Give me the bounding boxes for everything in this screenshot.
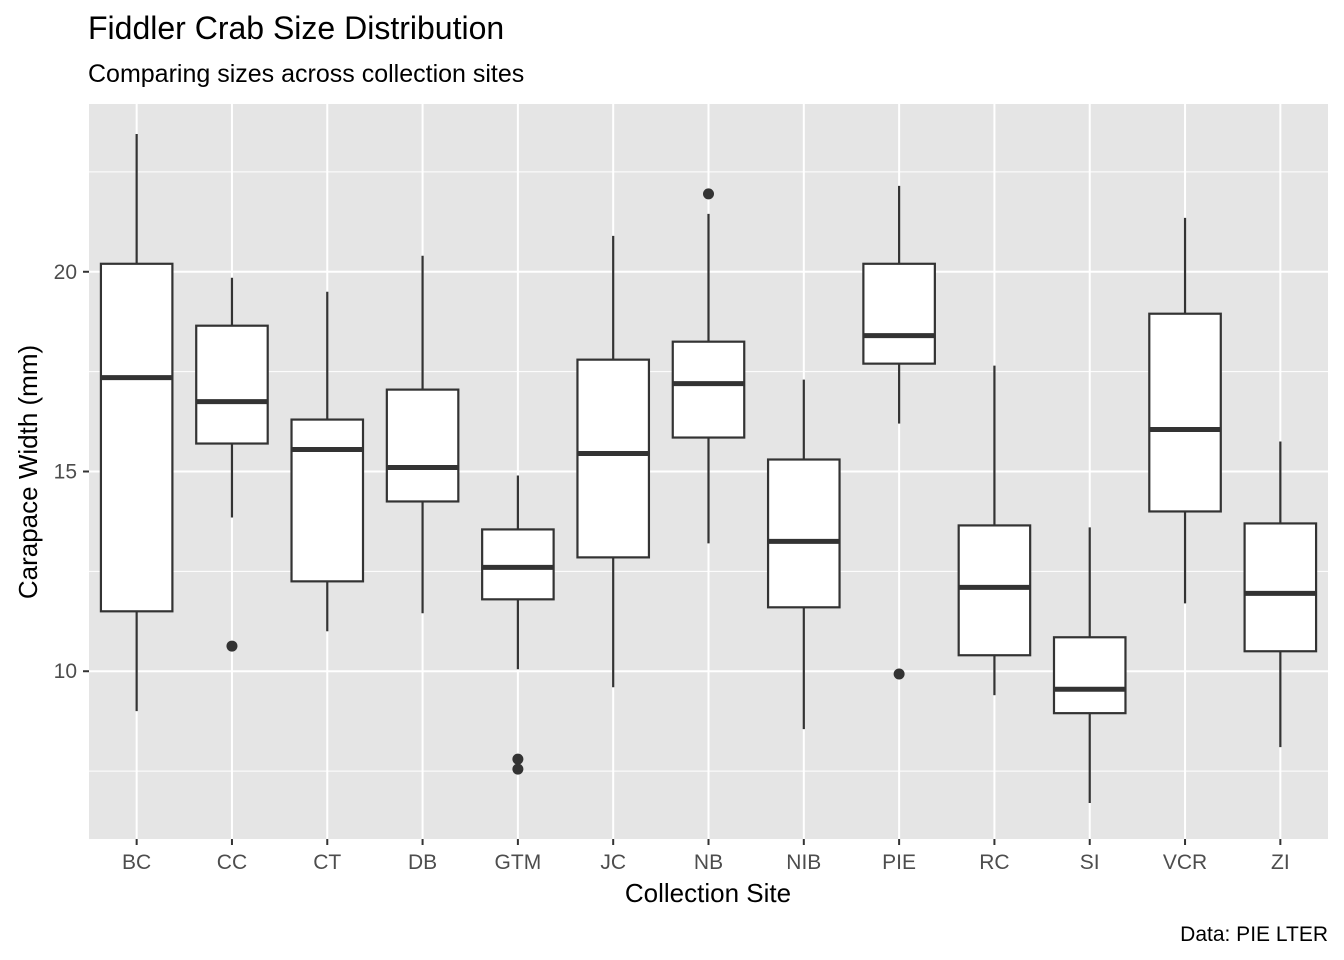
x-tick-label: PIE — [882, 851, 916, 874]
outlier-point — [512, 763, 524, 775]
x-tick-label: JC — [600, 851, 626, 874]
box-iqr — [1148, 312, 1222, 513]
box-vcr — [1148, 217, 1222, 604]
outlier-point — [893, 668, 905, 680]
box-iqr — [1243, 522, 1318, 653]
outlier-point — [226, 640, 238, 652]
x-tick-label: NB — [694, 851, 723, 874]
x-tick-label: DB — [408, 851, 437, 874]
x-tick-label: VCR — [1163, 851, 1207, 874]
chart-subtitle: Comparing sizes across collection sites — [88, 60, 524, 88]
x-tick-label: CT — [313, 851, 341, 874]
box-iqr — [576, 358, 651, 559]
box-db — [385, 255, 460, 614]
outlier-point — [512, 753, 524, 765]
box-ct — [290, 291, 365, 632]
box-jc — [576, 235, 651, 688]
box-nib — [766, 379, 841, 730]
box-iqr — [385, 388, 460, 503]
x-tick-label: RC — [979, 851, 1009, 874]
x-tick-label: GTM — [495, 851, 542, 874]
x-axis-title: Collection Site — [625, 878, 791, 908]
box-gtm — [481, 475, 555, 775]
y-tick-label: 10 — [54, 660, 77, 683]
plot-area: 10 15 20 BC CC CT DB GTM JC NB NIB PIE RC SI VCR ZI — [54, 104, 1328, 874]
box-iqr — [766, 458, 841, 609]
box-iqr — [99, 262, 174, 613]
x-tick-label: SI — [1080, 851, 1100, 874]
box-zi — [1243, 441, 1318, 748]
box-iqr — [290, 418, 365, 583]
box-iqr — [862, 262, 936, 365]
x-tick-label: ZI — [1271, 851, 1290, 874]
chart-title: Fiddler Crab Size Distribution — [88, 10, 504, 46]
y-axis-title: Carapace Width (mm) — [13, 345, 43, 599]
box-iqr — [195, 324, 269, 445]
y-tick-label: 20 — [54, 261, 77, 284]
box-iqr — [1052, 636, 1127, 715]
x-tick-label: BC — [122, 851, 151, 874]
box-nb — [671, 188, 746, 544]
box-rc — [957, 365, 1032, 696]
box-iqr — [481, 528, 555, 601]
x-tick-label: NIB — [786, 851, 821, 874]
y-tick-label: 15 — [54, 461, 77, 484]
chart-caption: Data: PIE LTER — [1180, 923, 1328, 946]
x-tick-label: CC — [217, 851, 247, 874]
box-si — [1052, 527, 1127, 804]
box-bc — [99, 133, 174, 712]
box-cc — [195, 277, 269, 652]
box-iqr — [957, 524, 1032, 657]
box-iqr — [671, 340, 746, 439]
outlier-point — [703, 188, 714, 200]
box-pie — [862, 185, 936, 680]
